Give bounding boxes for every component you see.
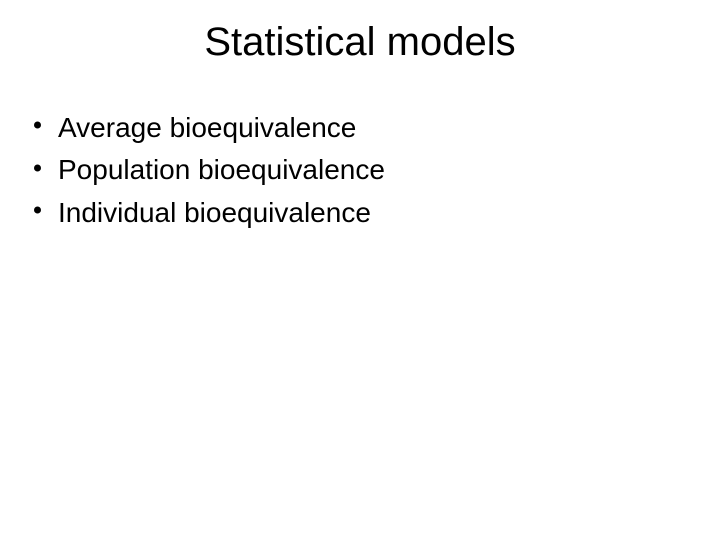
- list-item: Individual bioequivalence: [28, 195, 688, 231]
- slide-title: Statistical models: [0, 20, 720, 65]
- bullet-text: Average bioequivalence: [58, 112, 356, 143]
- bullet-list: Average bioequivalence Population bioequ…: [28, 110, 688, 231]
- list-item: Average bioequivalence: [28, 110, 688, 146]
- bullet-icon: [34, 207, 41, 214]
- bullet-icon: [34, 164, 41, 171]
- bullet-text: Population bioequivalence: [58, 154, 385, 185]
- list-item: Population bioequivalence: [28, 152, 688, 188]
- slide: Statistical models Average bioequivalenc…: [0, 0, 720, 540]
- bullet-text: Individual bioequivalence: [58, 197, 371, 228]
- bullet-icon: [34, 122, 41, 129]
- slide-body: Average bioequivalence Population bioequ…: [28, 110, 688, 237]
